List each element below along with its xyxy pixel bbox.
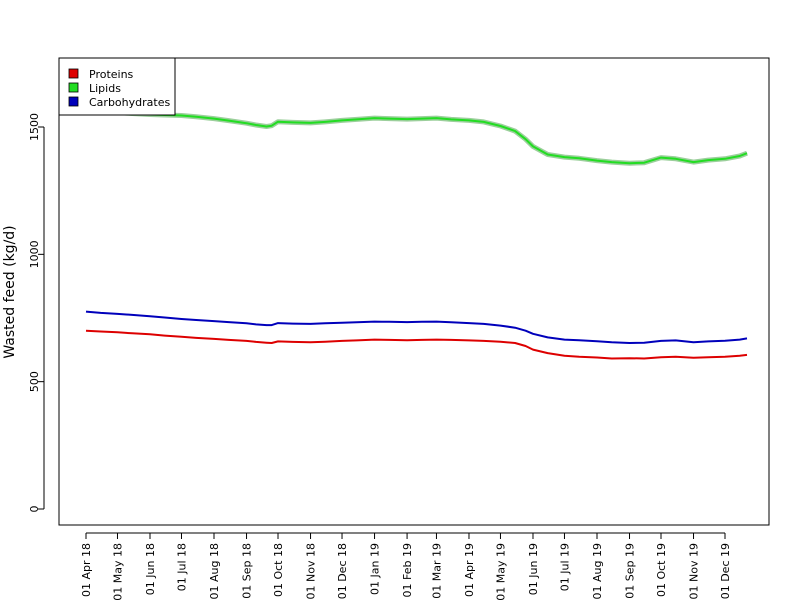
x-tick-label: 01 Oct 19 — [655, 543, 668, 597]
series-lines — [85, 106, 748, 360]
x-tick-label: 01 Sep 18 — [241, 543, 254, 599]
y-axis-label: Wasted feed (kg/d) — [2, 225, 18, 358]
x-tick-label: 01 Dec 18 — [336, 543, 349, 599]
legend-swatch-lipids — [68, 82, 79, 93]
x-tick-label: 01 Jul 19 — [558, 543, 571, 591]
series-line-lipids — [85, 108, 748, 165]
x-tick-label: 01 Jun 18 — [144, 543, 157, 595]
x-tick-label: 01 Feb 19 — [401, 543, 414, 597]
x-tick-label: 01 Apr 18 — [80, 543, 93, 597]
x-tick-label: 01 May 19 — [494, 543, 507, 600]
y-tick-label: 1000 — [28, 240, 41, 268]
x-tick-label: 01 Jan 19 — [369, 543, 382, 595]
series-band-lipids — [85, 106, 748, 166]
x-tick-label: 01 Jun 19 — [527, 543, 540, 595]
x-tick-label: 01 Nov 19 — [688, 543, 701, 599]
x-tick-label: 01 Oct 18 — [272, 543, 285, 597]
x-axis: 01 Apr 18 01 May 18 01 Jun 18 01 Jul 18 01 A… — [80, 532, 732, 600]
x-tick-label: 01 Apr 19 — [463, 543, 476, 597]
legend-label-proteins: Proteins — [89, 68, 134, 81]
y-tick-label: 1500 — [28, 113, 41, 141]
x-tick-label: 01 Mar 19 — [430, 543, 443, 599]
x-tick-label: 01 May 18 — [111, 543, 124, 600]
legend-label-lipids: Lipids — [89, 82, 121, 95]
y-axis: 0 500 1000 1500 — [28, 113, 45, 513]
x-tick-label: 01 Aug 18 — [208, 543, 221, 599]
y-tick-label: 500 — [28, 371, 41, 392]
plot-frame — [58, 57, 770, 526]
x-tick-label: 01 Sep 19 — [624, 543, 637, 599]
x-tick-label: 01 Aug 19 — [591, 543, 604, 599]
x-tick-label: 01 Dec 19 — [719, 543, 732, 599]
legend-swatch-proteins — [68, 68, 79, 79]
series-line-proteins — [85, 329, 748, 360]
legend-swatch-carbohydrates — [68, 96, 79, 107]
series-line-carbohydrates — [85, 310, 748, 344]
x-tick-label: 01 Jul 18 — [175, 543, 188, 591]
legend-label-carbohydrates: Carbohydrates — [89, 96, 170, 109]
y-tick-label: 0 — [28, 506, 41, 513]
x-tick-label: 01 Nov 18 — [305, 543, 318, 599]
